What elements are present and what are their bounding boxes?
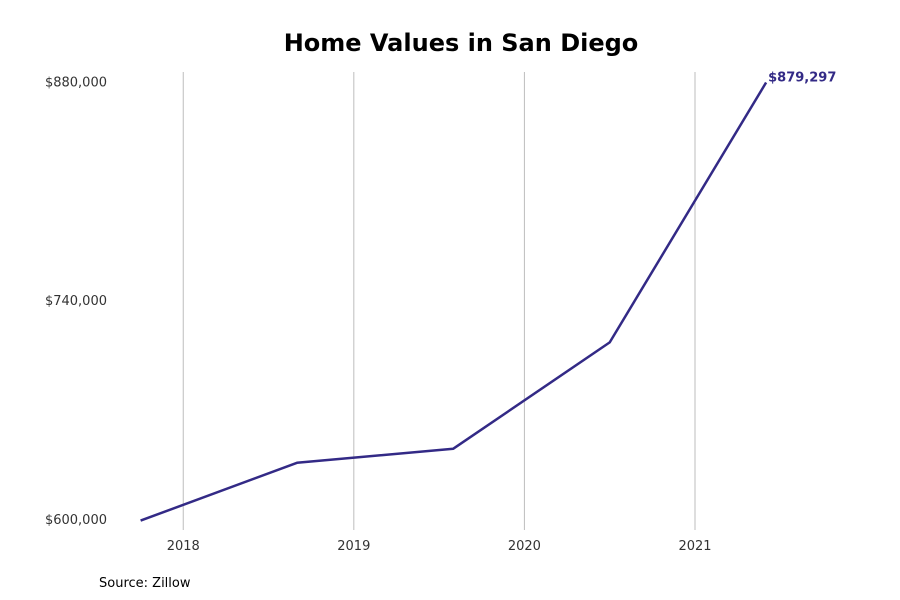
chart-title: Home Values in San Diego xyxy=(284,29,639,57)
series-line xyxy=(140,81,768,522)
series-layer xyxy=(140,81,768,522)
x-tick-label: 2019 xyxy=(337,539,370,554)
x-tick-label: 2021 xyxy=(678,539,711,554)
y-tick-label: $600,000 xyxy=(45,513,107,528)
source-note: Source: Zillow xyxy=(99,576,191,591)
y-axis: $600,000 $740,000 $880,000 xyxy=(45,75,107,528)
x-axis: 2018 2019 2020 2021 xyxy=(167,539,712,554)
grid-layer xyxy=(182,72,696,530)
x-tick-label: 2020 xyxy=(508,539,541,554)
x-tick-label: 2018 xyxy=(167,539,200,554)
y-tick-label: $880,000 xyxy=(45,75,107,90)
end-value-label: $879,297 xyxy=(768,70,836,85)
y-tick-label: $740,000 xyxy=(45,294,107,309)
